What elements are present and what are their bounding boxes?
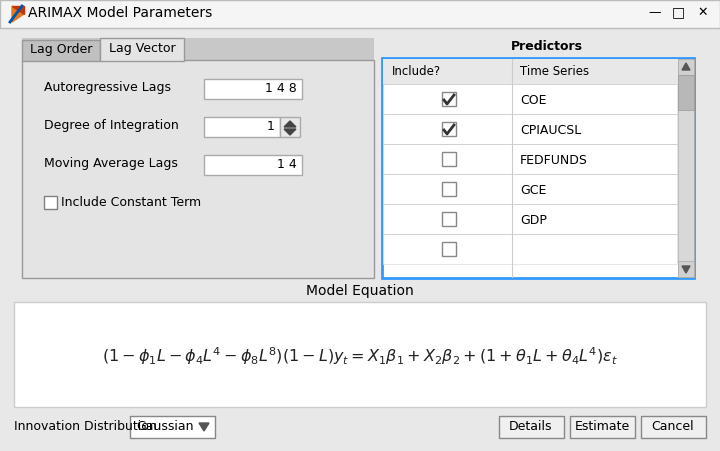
Text: □: □ (672, 5, 685, 19)
Text: 1: 1 (267, 120, 275, 133)
Bar (14, 302, 706, 407)
Text: 1 4: 1 4 (277, 158, 297, 171)
Text: Include?: Include? (392, 65, 441, 78)
Bar (22, 60, 374, 278)
Text: Lag Vector: Lag Vector (109, 42, 175, 55)
Text: Model Equation: Model Equation (306, 284, 414, 298)
Text: Autoregressive Lags: Autoregressive Lags (44, 81, 171, 94)
Bar (383, 234, 677, 264)
Bar (280, 117, 300, 137)
Bar (204, 155, 302, 175)
Text: GDP: GDP (520, 214, 547, 227)
Text: Time Series: Time Series (520, 65, 589, 78)
Text: COE: COE (520, 94, 546, 107)
Polygon shape (284, 121, 296, 127)
Bar (641, 416, 706, 438)
Text: GCE: GCE (520, 184, 546, 197)
Bar (678, 59, 694, 277)
Bar (44, 196, 57, 209)
Bar (383, 84, 677, 114)
Bar (383, 144, 677, 174)
Bar (383, 204, 677, 234)
Polygon shape (12, 6, 24, 22)
Bar (442, 212, 456, 226)
Bar (678, 59, 694, 75)
Text: 1 4 8: 1 4 8 (265, 82, 297, 95)
Bar (383, 114, 677, 144)
Bar (499, 416, 564, 438)
Polygon shape (12, 6, 24, 14)
Text: Innovation Distribution: Innovation Distribution (14, 420, 157, 433)
Polygon shape (284, 129, 296, 135)
Bar (383, 59, 693, 84)
Bar (442, 92, 456, 106)
Bar (442, 182, 456, 196)
Bar (382, 58, 694, 278)
Bar (383, 174, 677, 204)
Text: CPIAUCSL: CPIAUCSL (520, 124, 581, 137)
Bar (22, 38, 374, 62)
Bar (442, 242, 456, 256)
Text: Estimate: Estimate (575, 420, 629, 433)
Text: ARIMAX Model Parameters: ARIMAX Model Parameters (28, 6, 212, 20)
Bar (130, 416, 215, 438)
Text: Gaussian: Gaussian (136, 420, 194, 433)
Text: Moving Average Lags: Moving Average Lags (44, 157, 178, 170)
Bar (678, 75, 694, 110)
Bar (100, 38, 184, 61)
Bar (442, 122, 456, 136)
Bar (204, 79, 302, 99)
Text: Include Constant Term: Include Constant Term (61, 196, 201, 209)
Bar (570, 416, 635, 438)
Polygon shape (682, 266, 690, 273)
Text: Cancel: Cancel (652, 420, 694, 433)
Polygon shape (682, 63, 690, 70)
Bar (442, 152, 456, 166)
Text: $(1-\phi_1 L-\phi_4 L^4-\phi_8 L^8)(1-L)y_t = X_1\beta_1+X_2\beta_2+(1+\theta_1 : $(1-\phi_1 L-\phi_4 L^4-\phi_8 L^8)(1-L)… (102, 345, 618, 368)
Bar (22, 40, 100, 61)
Text: FEDFUNDS: FEDFUNDS (520, 154, 588, 167)
Text: Degree of Integration: Degree of Integration (44, 119, 179, 132)
Bar (204, 117, 280, 137)
Bar (0, 0, 720, 28)
Text: Predictors: Predictors (511, 40, 583, 53)
Bar (678, 261, 694, 277)
Text: Details: Details (509, 420, 553, 433)
Text: —: — (648, 6, 660, 19)
Text: ✕: ✕ (697, 6, 708, 19)
Polygon shape (199, 423, 209, 431)
Text: Lag Order: Lag Order (30, 43, 92, 56)
